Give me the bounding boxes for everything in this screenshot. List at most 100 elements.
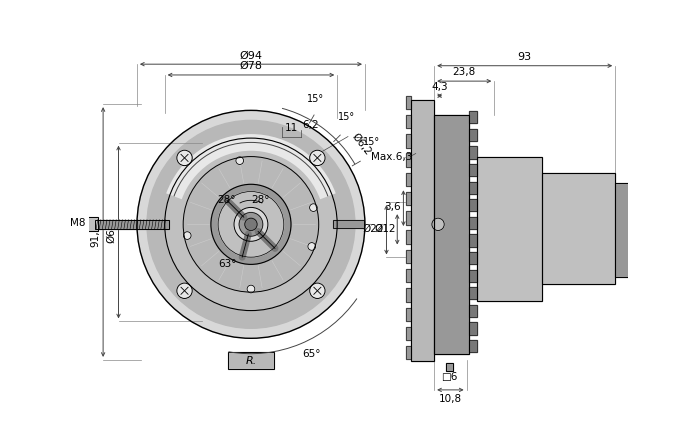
Bar xyxy=(406,134,411,148)
Bar xyxy=(406,211,411,225)
Bar xyxy=(446,363,454,371)
Bar xyxy=(469,270,477,282)
Circle shape xyxy=(177,283,192,299)
Bar xyxy=(94,220,169,229)
Bar xyxy=(615,183,629,277)
Circle shape xyxy=(239,212,262,236)
Bar xyxy=(406,307,411,321)
Text: 91,75: 91,75 xyxy=(91,217,101,247)
Circle shape xyxy=(218,191,284,257)
Bar xyxy=(469,164,477,176)
Bar xyxy=(406,115,411,129)
Bar xyxy=(406,269,411,283)
Bar xyxy=(406,346,411,360)
Text: 4,3: 4,3 xyxy=(431,82,448,92)
Bar xyxy=(469,217,477,229)
Bar xyxy=(434,115,469,354)
Text: 11: 11 xyxy=(285,123,298,133)
Bar xyxy=(406,192,411,206)
Bar xyxy=(406,115,411,129)
Bar xyxy=(446,363,454,371)
Bar xyxy=(406,269,411,283)
Bar xyxy=(333,220,364,228)
Bar xyxy=(469,287,477,299)
Bar xyxy=(469,270,477,282)
Circle shape xyxy=(308,243,316,250)
Circle shape xyxy=(245,218,257,231)
Bar xyxy=(406,154,411,167)
Bar xyxy=(228,352,274,369)
Bar xyxy=(406,327,411,340)
Text: 3,6: 3,6 xyxy=(384,202,401,212)
Text: Ø12: Ø12 xyxy=(374,224,395,234)
Bar xyxy=(469,129,477,141)
Bar xyxy=(333,220,364,228)
Bar xyxy=(406,288,411,302)
Bar xyxy=(469,182,477,194)
Bar xyxy=(406,346,411,360)
Circle shape xyxy=(164,138,337,311)
Circle shape xyxy=(236,157,244,165)
Bar xyxy=(469,340,477,352)
Bar xyxy=(406,231,411,244)
Text: 15°: 15° xyxy=(307,94,325,104)
Bar xyxy=(88,218,98,231)
Bar xyxy=(406,307,411,321)
Bar xyxy=(469,111,477,123)
Bar xyxy=(411,100,434,361)
Text: 15°: 15° xyxy=(363,137,380,147)
Bar xyxy=(406,154,411,167)
Bar xyxy=(406,192,411,206)
Text: 28°: 28° xyxy=(251,195,270,205)
Bar xyxy=(629,192,638,267)
Circle shape xyxy=(137,110,365,338)
Bar xyxy=(469,129,477,141)
Bar xyxy=(477,158,542,301)
Text: Ø78: Ø78 xyxy=(239,61,262,71)
Text: 93: 93 xyxy=(517,52,532,62)
Bar xyxy=(469,305,477,317)
Bar xyxy=(406,173,411,186)
Text: 15°: 15° xyxy=(338,112,355,122)
Bar xyxy=(406,288,411,302)
Circle shape xyxy=(309,204,317,211)
Bar xyxy=(469,322,477,335)
Bar xyxy=(469,199,477,211)
Text: Ø68: Ø68 xyxy=(106,221,116,243)
Bar xyxy=(406,231,411,244)
Text: 23,8: 23,8 xyxy=(453,67,476,77)
Bar xyxy=(228,352,274,369)
Bar xyxy=(469,199,477,211)
Bar xyxy=(88,218,98,231)
Text: Ø94: Ø94 xyxy=(239,50,262,61)
Text: 10,8: 10,8 xyxy=(439,394,462,404)
Bar xyxy=(469,305,477,317)
Bar xyxy=(469,340,477,352)
Bar xyxy=(615,183,629,277)
Circle shape xyxy=(432,218,444,231)
Bar xyxy=(469,182,477,194)
Bar xyxy=(469,252,477,264)
Circle shape xyxy=(309,283,325,299)
Bar xyxy=(477,158,542,301)
Bar xyxy=(469,164,477,176)
Circle shape xyxy=(183,232,191,239)
Bar xyxy=(406,96,411,109)
Bar xyxy=(406,96,411,109)
Bar xyxy=(406,250,411,263)
Text: □6: □6 xyxy=(442,372,458,382)
Circle shape xyxy=(234,207,268,241)
Bar xyxy=(469,235,477,247)
Circle shape xyxy=(183,157,318,292)
Text: R.: R. xyxy=(245,356,257,366)
Bar xyxy=(469,322,477,335)
Bar xyxy=(406,327,411,340)
Circle shape xyxy=(211,184,291,264)
Bar xyxy=(542,173,615,284)
Bar xyxy=(469,146,477,159)
Text: Max.6,3: Max.6,3 xyxy=(371,152,412,162)
Circle shape xyxy=(309,150,325,166)
Text: Ø22: Ø22 xyxy=(363,224,384,234)
Text: 6,2: 6,2 xyxy=(302,121,318,130)
Bar xyxy=(406,134,411,148)
